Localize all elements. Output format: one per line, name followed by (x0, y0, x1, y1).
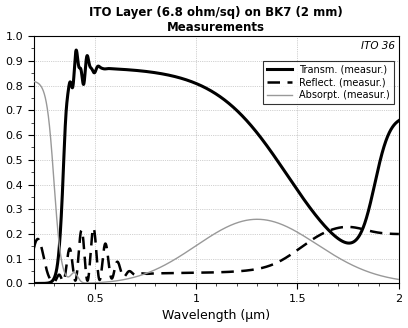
Reflect. (measur.) (390, 232, 395, 236)
Absorpt. (measur.) (350, 263, 355, 267)
Reflect. (measur.) (171, 271, 176, 275)
Line: Reflect. (measur.): Reflect. (measur.) (34, 227, 399, 282)
Transm. (measur.) (397, 119, 401, 123)
Absorpt. (measur.) (73, 271, 78, 275)
Legend: Transm. (measur.), Reflect. (measur.), Absorpt. (measur.): Transm. (measur.), Reflect. (measur.), A… (264, 61, 394, 104)
Reflect. (measur.) (95, 261, 100, 265)
X-axis label: Wavelength (μm): Wavelength (μm) (162, 309, 271, 322)
Reflect. (measur.) (187, 271, 192, 275)
Reflect. (measur.) (31, 247, 36, 251)
Transm. (measur.) (350, 240, 355, 244)
Absorpt. (measur.) (84, 281, 89, 285)
Title: ITO Layer (6.8 ohm/sq) on BK7 (2 mm)
Measurements: ITO Layer (6.8 ohm/sq) on BK7 (2 mm) Mea… (89, 6, 343, 33)
Transm. (measur.) (187, 79, 192, 83)
Transm. (measur.) (73, 53, 78, 57)
Line: Absorpt. (measur.): Absorpt. (measur.) (34, 81, 399, 283)
Absorpt. (measur.) (31, 79, 36, 83)
Absorpt. (measur.) (397, 277, 401, 281)
Reflect. (measur.) (397, 232, 401, 236)
Reflect. (measur.) (51, 280, 56, 284)
Absorpt. (measur.) (187, 248, 192, 252)
Transm. (measur.) (171, 74, 176, 78)
Absorpt. (measur.) (95, 281, 100, 285)
Transm. (measur.) (389, 126, 394, 130)
Transm. (measur.) (31, 281, 36, 285)
Line: Transm. (measur.): Transm. (measur.) (34, 50, 399, 283)
Reflect. (measur.) (73, 278, 78, 282)
Transm. (measur.) (95, 65, 100, 69)
Text: ITO 36: ITO 36 (361, 41, 395, 51)
Absorpt. (measur.) (171, 258, 176, 262)
Transm. (measur.) (74, 48, 79, 52)
Reflect. (measur.) (350, 225, 355, 229)
Absorpt. (measur.) (389, 276, 394, 280)
Reflect. (measur.) (345, 225, 350, 229)
